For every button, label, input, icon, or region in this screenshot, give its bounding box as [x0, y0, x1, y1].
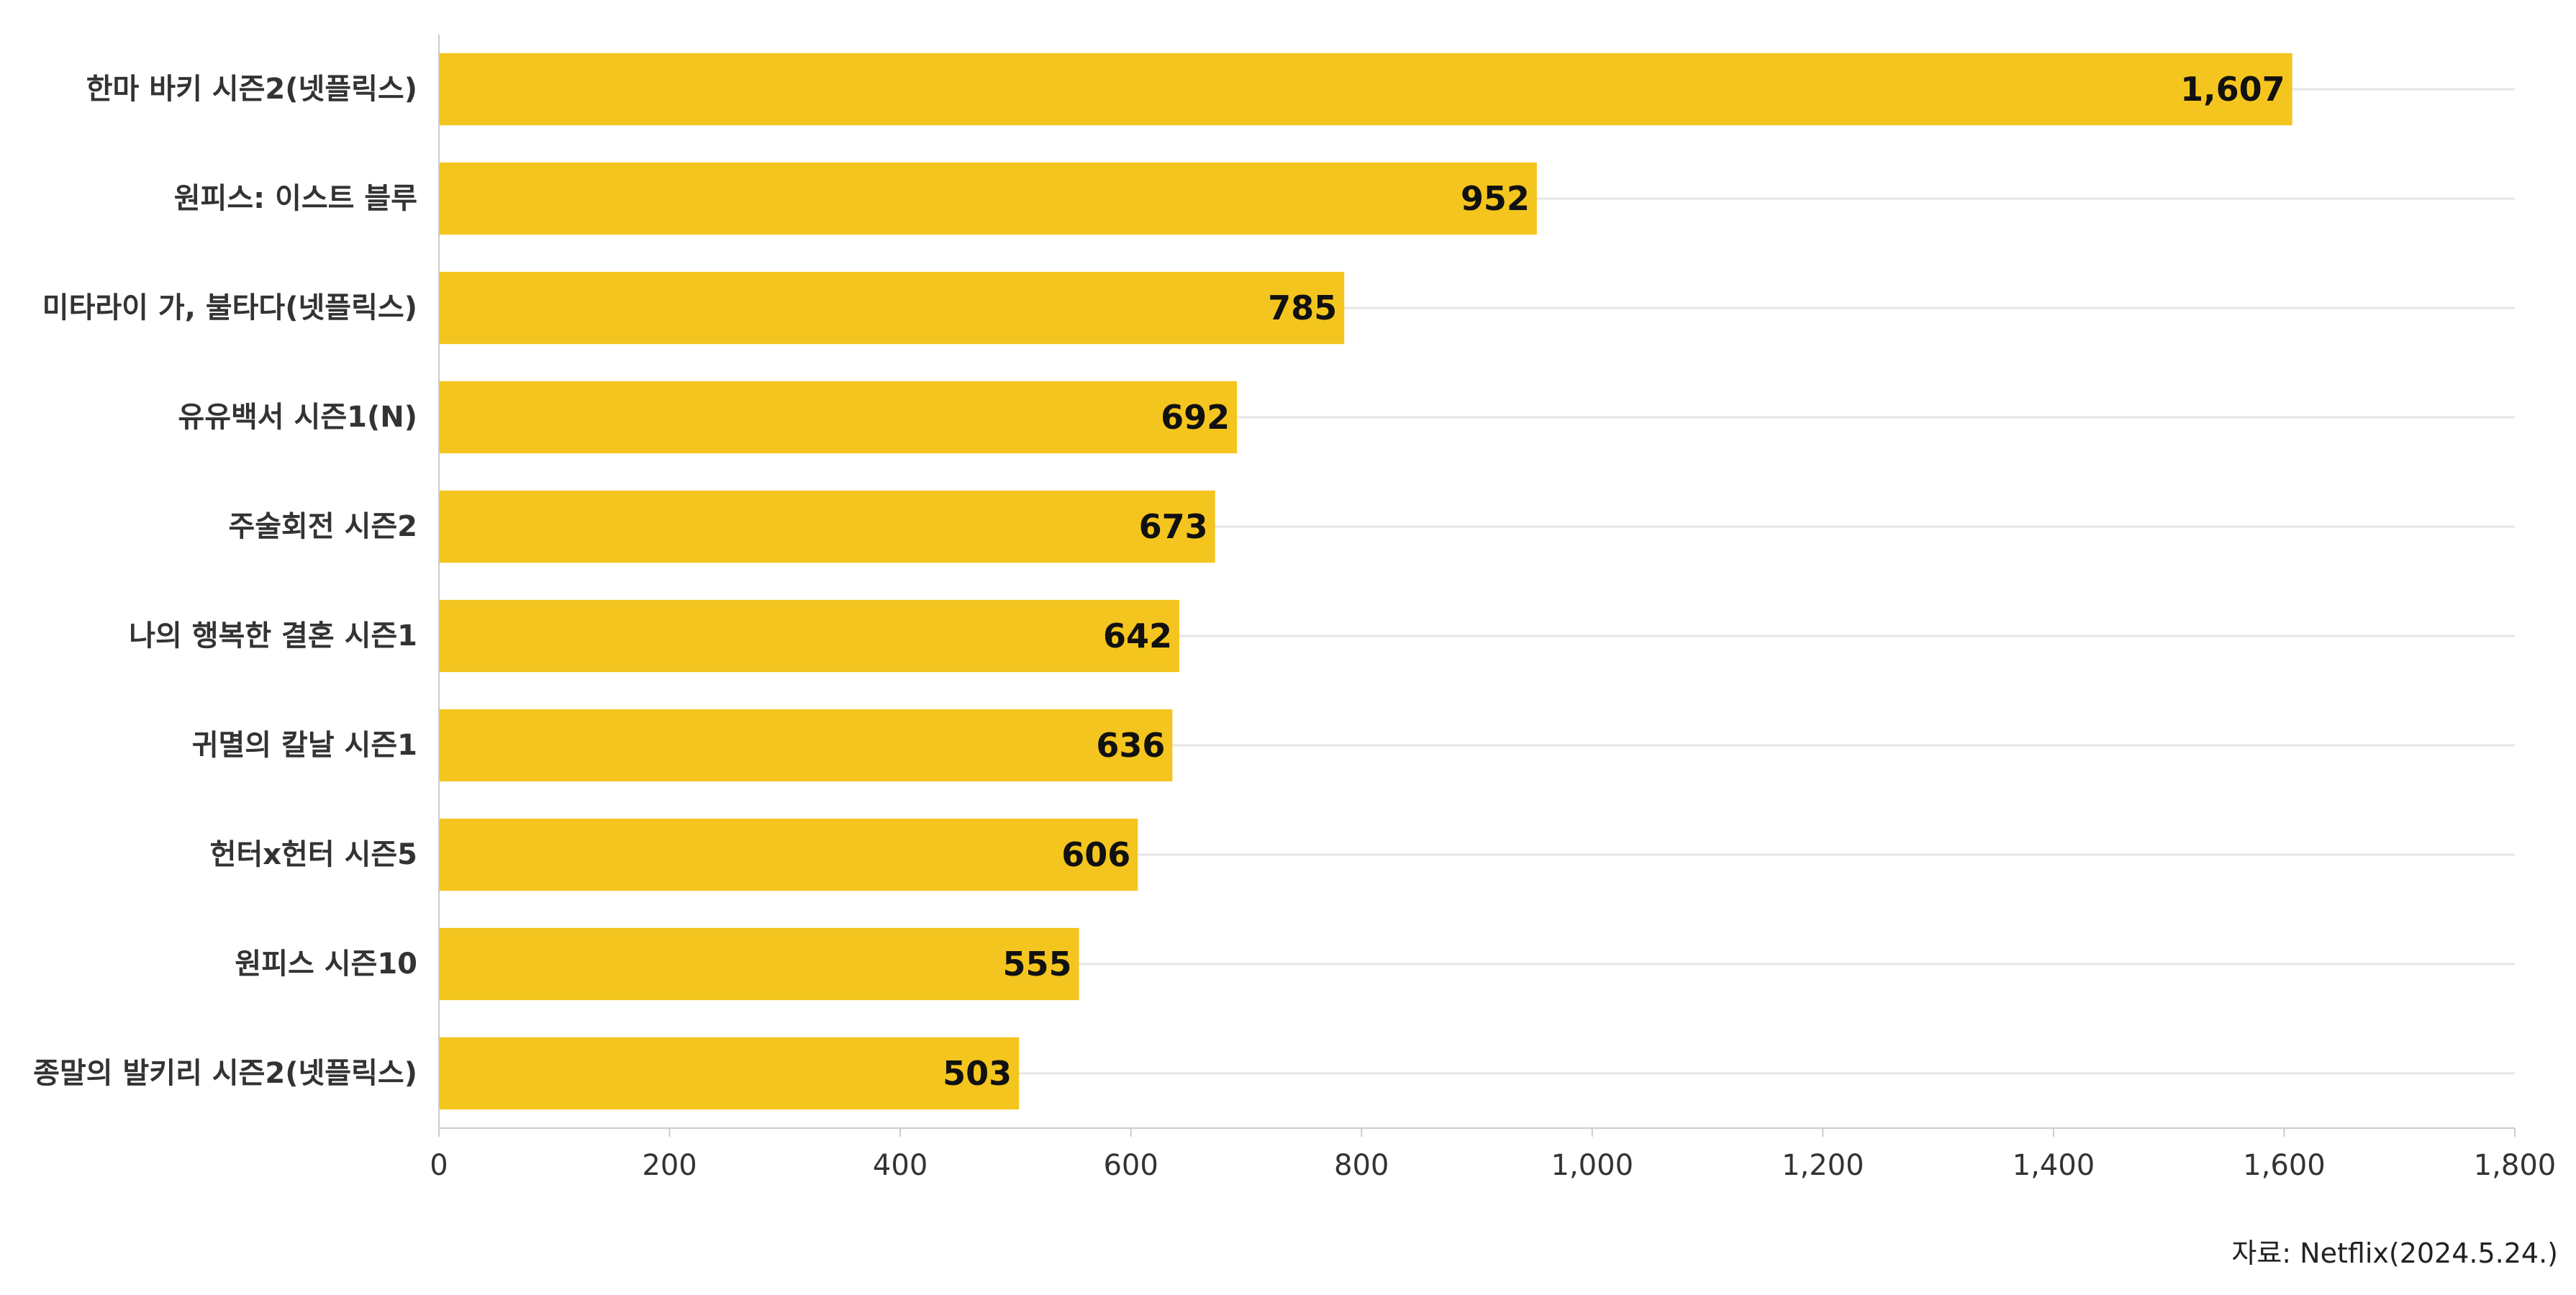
value-label: 636 [1096, 726, 1165, 765]
x-tick-label: 0 [430, 1149, 448, 1182]
bar [439, 53, 2292, 126]
category-label: 원피스 시즌10 [235, 948, 417, 981]
value-label: 1,607 [2180, 70, 2285, 109]
value-label: 692 [1161, 398, 1230, 437]
x-tick-label: 1,000 [1551, 1149, 1634, 1182]
value-label: 503 [943, 1054, 1012, 1093]
category-label: 미타라이 가, 불타다(넷플릭스) [42, 291, 417, 324]
x-tick-label: 1,200 [1782, 1149, 1864, 1182]
value-label: 952 [1461, 179, 1530, 218]
category-label: 나의 행복한 결혼 시즌1 [129, 619, 417, 653]
x-tick-label: 1,800 [2474, 1149, 2557, 1182]
x-tick-label: 400 [873, 1149, 928, 1182]
bar [439, 818, 1138, 891]
bar [439, 381, 1238, 454]
x-tick-label: 200 [642, 1149, 697, 1182]
bar [439, 490, 1215, 563]
category-label: 원피스: 이스트 블루 [174, 182, 417, 215]
bar [439, 709, 1173, 782]
grid-layer [439, 88, 2515, 1075]
category-label: 주술회전 시즌2 [228, 510, 417, 543]
bar [439, 927, 1079, 1001]
source-note: 자료: Netflix(2024.5.24.) [2231, 1237, 2558, 1269]
bar [439, 271, 1345, 345]
label-layer: 한마 바키 시즌2(넷플릭스) 1,607 원피스: 이스트 블루 952 미타라이 가… [33, 70, 2285, 1093]
bar [439, 162, 1537, 235]
bar [439, 1037, 1020, 1110]
category-label: 헌터x헌터 시즌5 [210, 838, 417, 871]
bar [439, 599, 1179, 673]
value-label: 673 [1139, 507, 1208, 546]
category-label: 종말의 발키리 시즌2(넷플릭스) [33, 1057, 417, 1090]
x-tick-label: 600 [1103, 1149, 1158, 1182]
x-tick-label: 1,400 [2013, 1149, 2095, 1182]
axis-layer: 0 200 400 600 800 1,000 1,200 1,400 1,600 1,800 [430, 35, 2556, 1182]
category-label: 한마 바키 시즌2(넷플릭스) [86, 73, 417, 106]
category-label: 귀멸의 칼날 시즌1 [192, 729, 417, 762]
category-label: 유유백서 시즌1(N) [178, 401, 417, 434]
value-label: 785 [1268, 288, 1337, 327]
value-label: 555 [1003, 945, 1072, 983]
value-label: 642 [1103, 617, 1172, 655]
bar-layer [439, 53, 2292, 1110]
x-tick-label: 800 [1334, 1149, 1389, 1182]
x-tick-label: 1,600 [2243, 1149, 2326, 1182]
value-label: 606 [1061, 835, 1130, 874]
